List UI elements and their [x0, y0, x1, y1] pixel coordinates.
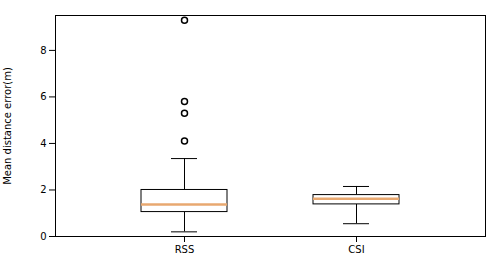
svg-text:8: 8 — [40, 45, 46, 56]
svg-text:0: 0 — [40, 231, 46, 242]
svg-text:CSI: CSI — [348, 244, 364, 255]
svg-text:6: 6 — [40, 91, 46, 102]
svg-text:2: 2 — [40, 184, 46, 195]
svg-text:RSS: RSS — [175, 244, 195, 255]
svg-text:4: 4 — [40, 138, 46, 149]
svg-text:Mean distance error(m): Mean distance error(m) — [2, 67, 13, 185]
